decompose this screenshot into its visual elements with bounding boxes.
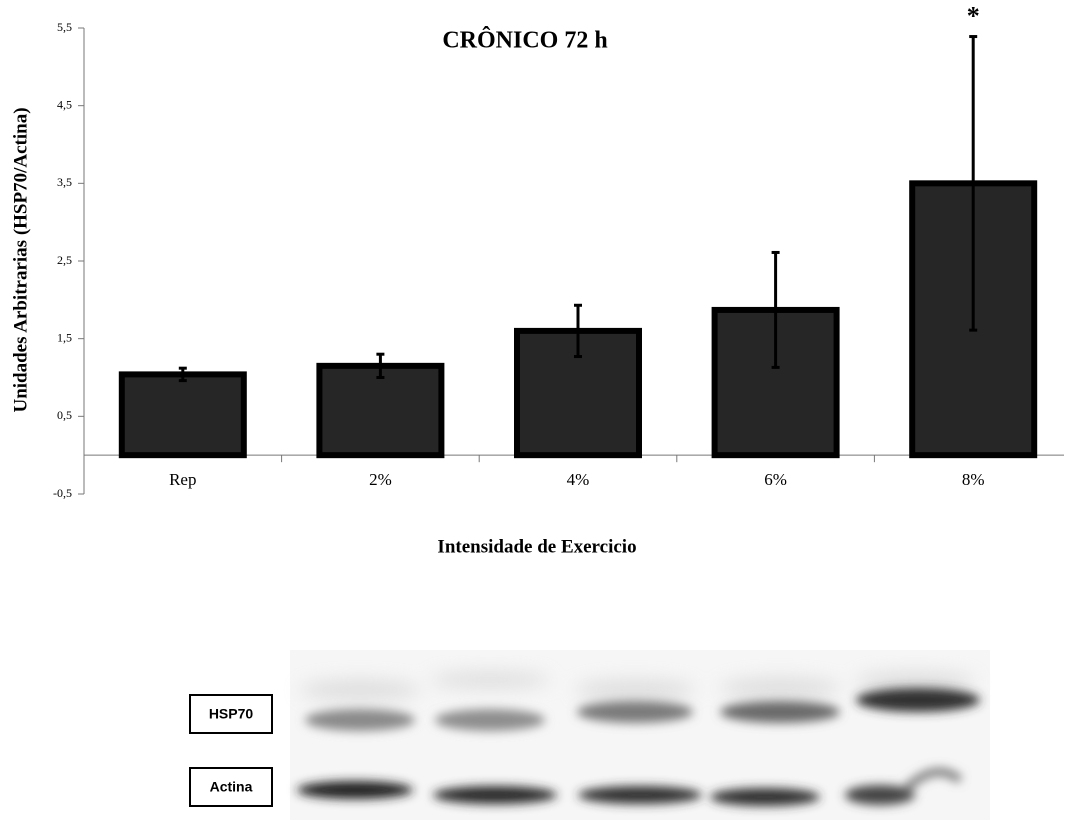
x-axis-label: Intensidade de Exercicio	[437, 536, 636, 557]
y-tick-label: 0,5	[57, 408, 72, 422]
x-tick-label: 2%	[369, 470, 392, 489]
bar	[122, 374, 244, 455]
blot-label: HSP70	[209, 706, 254, 722]
y-tick-label: 3,5	[57, 175, 72, 189]
y-tick-label: -0,5	[53, 486, 72, 500]
chart-title: CRÔNICO 72 h	[442, 27, 607, 54]
x-tick-label: 8%	[962, 470, 985, 489]
y-tick-label: 5,5	[57, 20, 72, 34]
y-tick-label: 4,5	[57, 97, 72, 111]
bar	[319, 366, 441, 455]
x-tick-label: Rep	[169, 470, 196, 489]
y-axis-label: Unidades Arbitrarias (HSP70/Actina)	[10, 107, 31, 412]
x-tick-label: 4%	[567, 470, 590, 489]
blot-label: Actina	[210, 779, 253, 795]
annotation: *	[967, 2, 980, 31]
y-tick-label: 1,5	[57, 330, 72, 344]
page: {"chart_data": {"type": "bar", "title": …	[0, 0, 1066, 821]
western-blot: HSP70 Actina	[190, 650, 990, 820]
y-tick-label: 2,5	[57, 253, 72, 267]
figure: CRÔNICO 72 h Intensidade de Exercicio Un…	[0, 0, 1066, 821]
x-tick-label: 6%	[764, 470, 787, 489]
